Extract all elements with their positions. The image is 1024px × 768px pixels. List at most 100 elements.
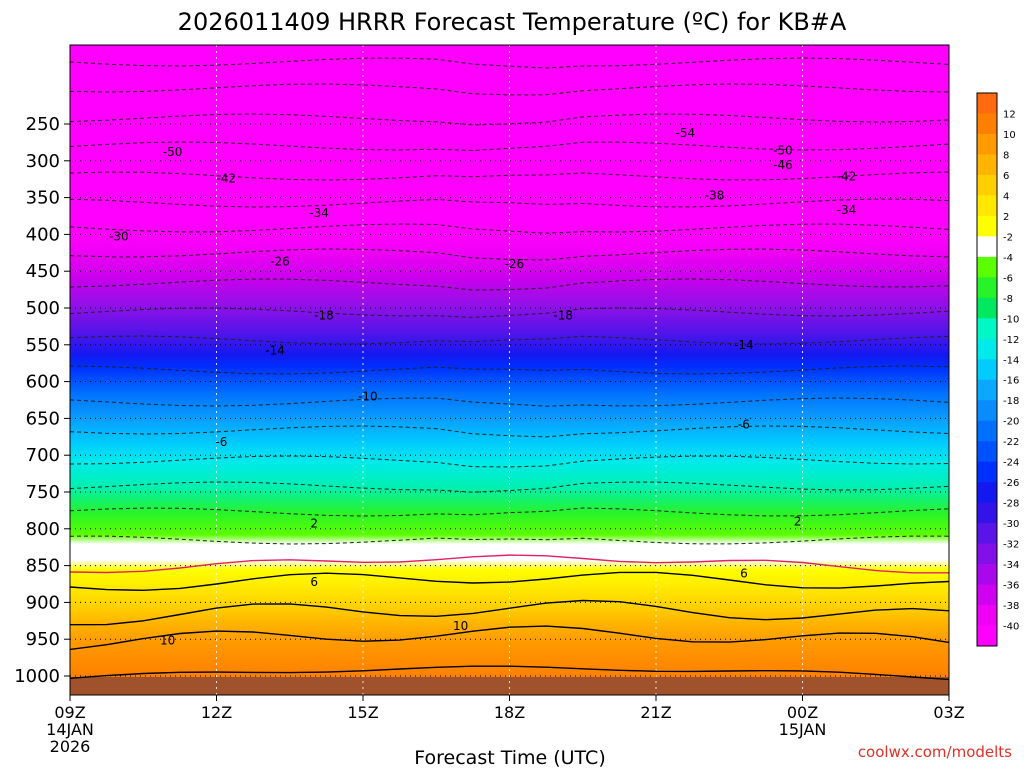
y-tick-label: 1000 [14,666,60,687]
contour-label: -42 [837,169,857,183]
contour-label: -6 [215,435,227,449]
contour-label: 6 [310,575,318,589]
y-tick-label: 500 [26,298,60,319]
contour-label: -10 [358,389,378,403]
colorbar-swatch [977,461,997,483]
contour-label: -34 [837,203,857,217]
chart-title: 2026011409 HRRR Forecast Temperature (ºC… [178,8,847,36]
colorbar-swatch [977,584,997,606]
colorbar-swatch [977,277,997,299]
y-tick-label: 950 [26,629,60,650]
isotherm-solid [69,599,950,626]
colorbar-swatch [977,523,997,545]
y-tick-label: 650 [26,408,60,429]
y-tick-label: 600 [26,372,60,393]
x-axis-label: Forecast Time (UTC) [414,747,605,768]
y-tick-label: 800 [26,519,60,540]
colorbar: 12 10 8 6 4 2 -2 -4 -6 -8 -10 -12 -14 -16 -18 -20 -22 -24… [976,92,1019,647]
contour-lines [69,57,950,681]
gridlines [70,45,949,695]
colorbar-label: -12 [1003,335,1019,346]
colorbar-swatch [977,133,997,155]
colorbar-swatch [977,154,997,176]
contour-label: -54 [675,126,695,140]
contour-label: 10 [160,634,175,648]
colorbar-label: -20 [1003,417,1019,428]
isotherm-solid [69,571,950,592]
y-tick-label: 850 [26,556,60,577]
contour-label: -14 [734,338,754,352]
x-tick-label: 15Z [347,703,378,722]
y-tick-label: 400 [26,224,60,245]
y-tick-label: 900 [26,592,60,613]
contour-label: -50 [163,145,183,159]
colorbar-swatch [977,113,997,135]
colorbar-swatch [977,482,997,504]
colorbar-swatch [977,441,997,463]
y-tick-label: 450 [26,261,60,282]
contour-label: -34 [309,206,329,220]
colorbar-label: 2 [1003,212,1009,223]
colorbar-swatch [977,318,997,340]
colorbar-swatch [977,605,997,627]
colorbar-swatch [977,379,997,401]
contour-label: 2 [310,517,318,531]
colorbar-swatch [977,195,997,217]
y-tick-label: 700 [26,445,60,466]
colorbar-swatch [977,564,997,586]
x-tick-label: 14JAN [46,720,94,739]
colorbar-frame [976,92,998,647]
contour-label: 6 [740,567,748,581]
colorbar-swatch [977,420,997,442]
x-tick-label: 00Z [787,703,818,722]
colorbar-label: -18 [1003,396,1019,407]
colorbar-label: 8 [1003,150,1009,161]
colorbar-label: 10 [1003,130,1016,141]
colorbar-label: 6 [1003,171,1009,182]
x-tick-label: 15JAN [779,720,827,739]
x-tick-label: 03Z [933,703,964,722]
contour-label: -18 [314,308,334,322]
colorbar-label: -6 [1003,273,1013,284]
colorbar-label: -22 [1003,437,1019,448]
y-tick-label: 750 [26,482,60,503]
colorbar-label: -34 [1003,560,1019,571]
colorbar-swatch [977,400,997,422]
credit-link[interactable]: coolwx.com/modelts [858,743,1012,761]
colorbar-swatch [977,256,997,278]
contour-label: -18 [553,308,573,322]
y-tick-label: 250 [26,114,60,135]
plot-area: -54-50 -50-46-42 -42-38-34 -34-30-26 -26-18-… [69,44,950,696]
contour-label: -26 [505,257,525,271]
colorbar-swatch [977,625,997,647]
colorbar-label: -40 [1003,622,1019,633]
colorbar-label: -24 [1003,458,1019,469]
colorbar-swatch [977,215,997,237]
colorbar-swatch [977,297,997,319]
colorbar-swatch [977,359,997,381]
contour-label: -26 [270,255,290,269]
y-tick-label: 550 [26,335,60,356]
isotherm-solid [69,665,950,681]
colorbar-swatch [977,338,997,360]
contour-label: -30 [109,230,129,244]
colorbar-label: -26 [1003,478,1019,489]
contour-label: -50 [773,143,793,157]
contour-label: 10 [453,619,468,633]
y-tick-label: 350 [26,188,60,209]
colorbar-label: -8 [1003,294,1013,305]
colorbar-label: -30 [1003,519,1019,530]
colorbar-label: -16 [1003,376,1019,387]
colorbar-swatch [977,93,997,114]
temperature-field [70,45,949,677]
isotherm-solid [69,625,950,651]
contour-label: -46 [773,158,793,172]
colorbar-label: -4 [1003,253,1013,264]
colorbar-label: -10 [1003,314,1019,325]
colorbar-label: 12 [1003,109,1016,120]
x-tick-label: 18Z [494,703,525,722]
colorbar-label: -36 [1003,581,1019,592]
freezing-line [69,554,949,574]
